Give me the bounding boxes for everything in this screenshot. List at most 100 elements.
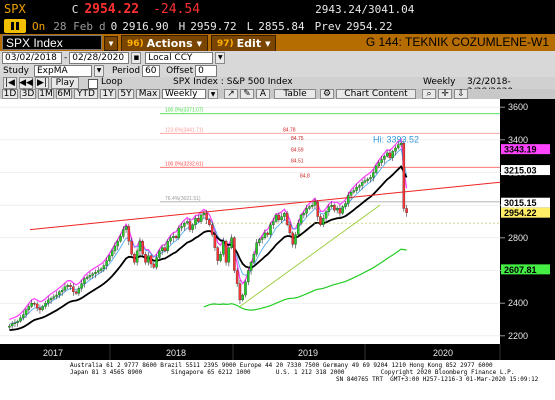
play-button[interactable]: Play — [51, 77, 79, 89]
bloomberg-pause-icon[interactable] — [4, 19, 26, 33]
chart-content-button[interactable]: Chart Content — [336, 89, 416, 99]
candle — [58, 291, 61, 296]
price-chart[interactable]: 100.0%(3371.07) 123.6%(3441.71) 100.0%(323… — [0, 99, 555, 360]
x-tick-label: 2020 — [433, 348, 453, 358]
level-label: 84.59 — [291, 147, 304, 153]
net-change: -24.54 — [153, 1, 201, 17]
candle — [172, 236, 175, 238]
high-label: H — [178, 19, 186, 33]
candle — [169, 237, 172, 242]
settings-icon[interactable]: ⚙ — [320, 89, 334, 99]
rewind-icon[interactable]: ◀◀ — [19, 77, 33, 89]
candle — [338, 208, 342, 214]
candle — [327, 206, 331, 212]
period-button-1d[interactable]: 1D — [2, 89, 18, 99]
period-input[interactable]: 60 — [142, 64, 161, 77]
candle — [313, 201, 317, 206]
candle — [219, 254, 222, 261]
quote-date: 28 Feb — [53, 19, 93, 33]
step-forward-icon[interactable]: ▶| — [35, 77, 49, 89]
candle — [283, 213, 286, 217]
candle — [135, 250, 139, 263]
candle — [349, 191, 353, 196]
loop-checkbox[interactable] — [88, 79, 98, 89]
candle — [383, 156, 386, 160]
day-range: 2943.24/3041.04 — [315, 2, 415, 16]
export-icon[interactable]: ⇩ — [454, 89, 468, 99]
candle — [316, 201, 319, 217]
ema-long-line — [203, 248, 407, 311]
table-button[interactable]: Table — [274, 89, 316, 99]
candle — [155, 257, 158, 268]
edit-menu[interactable]: 97) Edit ▼ — [211, 35, 277, 52]
candle — [10, 323, 14, 327]
fib-level-label: 100.0%(3232.61) — [165, 161, 204, 167]
chevron-down-icon[interactable]: ▼ — [208, 89, 218, 99]
start-date-input[interactable]: 03/02/2018 — [2, 51, 62, 64]
period-button-3d[interactable]: 3D — [20, 89, 36, 99]
low-value: 2855.84 — [258, 19, 305, 33]
chevron-down-icon[interactable]: ▼ — [104, 36, 118, 51]
candle — [294, 234, 297, 245]
frequency-select[interactable]: Weekly — [162, 89, 206, 99]
zoom-icon[interactable]: ⌕ — [422, 89, 436, 99]
x-axis-panel — [0, 344, 555, 360]
crosshair-icon[interactable]: ✛ — [438, 89, 452, 99]
candle — [360, 182, 364, 186]
annotate-icon[interactable]: A — [256, 89, 270, 99]
period-button-max[interactable]: Max — [136, 89, 160, 99]
open-value: 2916.90 — [122, 19, 169, 33]
step-back-icon[interactable]: |◀ — [3, 77, 17, 89]
candle — [216, 247, 219, 261]
draw-tool-icon[interactable]: ✎ — [240, 89, 254, 99]
candle — [133, 254, 136, 263]
security-field[interactable]: SPX Index — [2, 35, 102, 50]
currency-select[interactable]: Local CCY — [145, 51, 214, 64]
candle — [55, 294, 58, 297]
candle — [16, 320, 19, 323]
candle — [394, 147, 397, 152]
candle — [24, 309, 28, 315]
candle — [49, 298, 53, 301]
candle — [188, 221, 192, 230]
candle — [272, 221, 275, 225]
candle — [310, 205, 314, 207]
actions-menu[interactable]: 96) Actions ▼ — [121, 35, 209, 52]
period-button-1y[interactable]: 1Y — [100, 89, 116, 99]
line-chart-icon[interactable]: ↗ — [224, 89, 238, 99]
candle — [72, 286, 75, 292]
footer-line-2: Japan 81 3 4565 8900 Singapore 65 6212 1… — [70, 369, 515, 376]
period-button-ytd[interactable]: YTD — [74, 89, 98, 99]
candle — [266, 232, 269, 235]
candle — [202, 213, 206, 216]
period-button-5y[interactable]: 5Y — [118, 89, 134, 99]
candle — [255, 242, 258, 255]
chart-title: SPX Index : S&P 500 Index — [173, 77, 293, 87]
chevron-down-icon[interactable]: ▼ — [94, 64, 104, 77]
frequency-label: Weekly — [423, 77, 456, 87]
level-label: 84.75 — [291, 136, 304, 142]
candle — [77, 288, 81, 294]
calendar-icon[interactable]: ▪ — [131, 51, 142, 64]
candle — [302, 213, 306, 216]
candle — [208, 219, 211, 225]
offset-input[interactable]: 0 — [195, 64, 218, 77]
candle — [241, 294, 244, 301]
period-button-6m[interactable]: 6M — [56, 89, 72, 99]
candle — [277, 214, 281, 221]
candle — [230, 237, 233, 248]
candle — [185, 221, 189, 224]
play-toolbar: |◀ ◀◀ ▶| Play Loop SPX Index : S&P 500 I… — [0, 77, 555, 97]
period-button-1m[interactable]: 1M — [38, 89, 54, 99]
candle — [52, 296, 56, 299]
candle — [69, 285, 72, 287]
study-select[interactable]: ExpMA — [34, 64, 92, 77]
footer-line-1: Australia 61 2 9777 8600 Brazil 5511 239… — [70, 362, 493, 369]
end-date-input[interactable]: 02/28/2020 — [69, 51, 130, 64]
function-bar: SPX Index ▼ 96) Actions ▼ 97) Edit ▼ G 1… — [0, 34, 555, 52]
candle — [194, 218, 197, 225]
candle — [385, 152, 389, 157]
chevron-down-icon[interactable]: ▼ — [215, 51, 226, 64]
candle — [235, 270, 239, 284]
prev-value: 2954.22 — [346, 19, 393, 33]
